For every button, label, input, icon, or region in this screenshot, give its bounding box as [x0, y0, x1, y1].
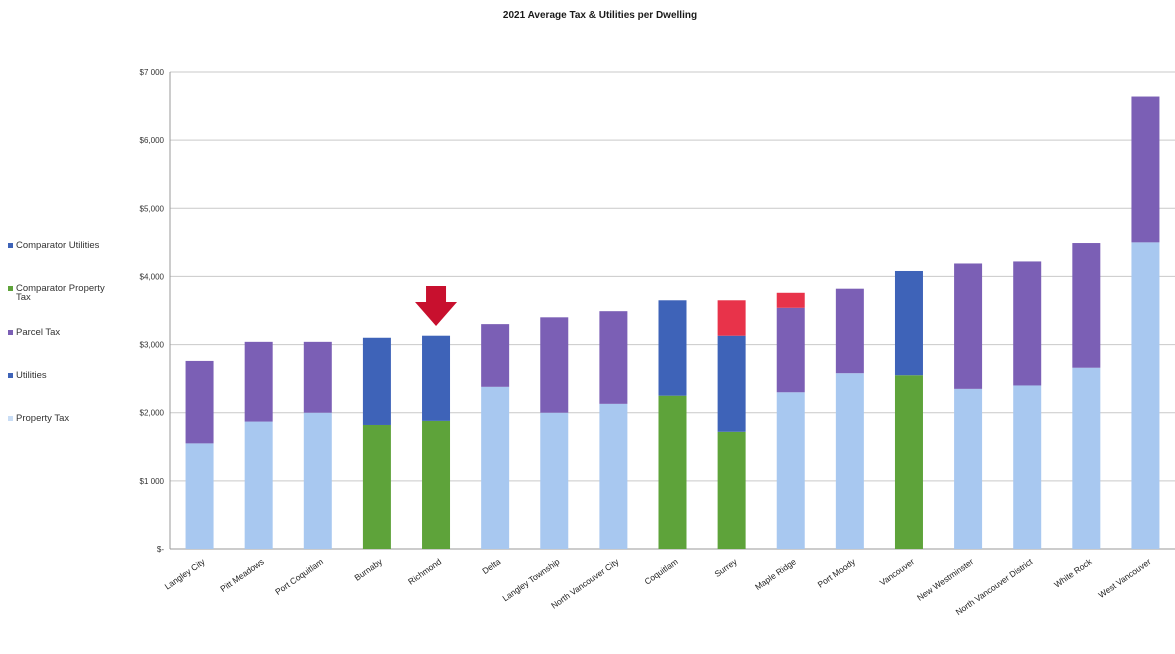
chart-title: 2021 Average Tax & Utilities per Dwellin… [503, 10, 697, 21]
y-tick-label: $2,000 [140, 409, 165, 418]
x-tick-label: Coquitlam [643, 556, 680, 586]
bar-utilities [303, 341, 332, 413]
x-tick-label: Vancouver [878, 556, 917, 587]
y-tick-label: $4,000 [140, 272, 165, 281]
bar-parcel-tax [776, 292, 805, 308]
legend-label: Utilities [16, 370, 47, 381]
bar-property-tax [954, 388, 983, 549]
x-axis: Langley City Pitt Meadows Port Coquitlam Bu… [163, 556, 1153, 617]
legend-swatch [8, 286, 13, 291]
bar-property-tax [776, 392, 805, 549]
bar-utilities [481, 324, 510, 387]
legend: Comparator Utilities Comparator PropertyT… [8, 240, 105, 424]
legend-swatch [8, 330, 13, 335]
bar-property-tax [481, 386, 510, 549]
bar-comparator-property-tax [717, 431, 746, 549]
legend-swatch [8, 243, 13, 248]
bar-comparator-utilities [658, 300, 687, 396]
bar-comparator-property-tax [422, 420, 451, 549]
bar-property-tax [244, 421, 273, 549]
bar-property-tax [1072, 367, 1101, 549]
bar-utilities [540, 317, 569, 413]
bar-comparator-utilities [422, 335, 451, 421]
bar-property-tax [599, 403, 628, 549]
x-tick-label: Langley Township [500, 556, 561, 603]
x-tick-label: Delta [480, 556, 502, 576]
legend-swatch [8, 373, 13, 378]
bar-utilities [185, 360, 214, 444]
y-tick-label: $7 000 [140, 68, 165, 77]
legend-label: Tax [16, 292, 31, 303]
x-tick-label: Langley City [163, 556, 208, 591]
legend-swatch [8, 416, 13, 421]
x-tick-label: Pitt Meadows [218, 556, 266, 593]
bar-comparator-utilities [894, 270, 923, 376]
annotation [415, 286, 458, 326]
x-tick-label: Burnaby [352, 556, 384, 583]
bar-parcel-tax [717, 300, 746, 336]
bar-utilities [599, 311, 628, 404]
x-tick-label: Port Moody [816, 556, 858, 590]
x-tick-label: West Vancouver [1096, 556, 1152, 600]
x-tick-label: Maple Ridge [753, 556, 798, 592]
bar-comparator-property-tax [894, 375, 923, 549]
x-tick-label: Richmond [406, 556, 443, 586]
x-tick-label: White Rock [1052, 556, 1094, 590]
bar-utilities [1072, 243, 1101, 368]
y-axis: $- $1 000 $2,000 $3,000 $4,000 $5,000 $6,000 $7… [140, 68, 171, 554]
bars [185, 96, 1160, 549]
bar-utilities [954, 263, 983, 389]
bar-comparator-property-tax [658, 395, 687, 549]
bar-property-tax [835, 373, 864, 549]
bar-property-tax [540, 412, 569, 549]
y-tick-label: $- [157, 545, 164, 554]
y-tick-label: $3,000 [140, 341, 165, 350]
bar-property-tax [1013, 385, 1042, 549]
x-tick-label: Surrey [713, 556, 740, 579]
bar-utilities [1131, 96, 1160, 243]
bar-utilities [835, 288, 864, 374]
legend-label: Property Tax [16, 413, 69, 424]
bar-property-tax [303, 412, 332, 549]
bar-utilities [244, 341, 273, 422]
bar-property-tax [185, 443, 214, 549]
annotation-arrow [415, 286, 458, 326]
y-tick-label: $1 000 [140, 477, 165, 486]
bar-utilities [776, 307, 805, 393]
legend-label: Comparator Utilities [16, 240, 100, 251]
legend-label: Parcel Tax [16, 327, 60, 338]
y-tick-label: $6,000 [140, 136, 165, 145]
bar-comparator-utilities [717, 335, 746, 432]
legend-label: Comparator Property [16, 283, 105, 294]
bar-utilities [1013, 261, 1042, 386]
x-tick-label: New Westminster [915, 556, 975, 602]
bar-comparator-utilities [362, 337, 391, 425]
bar-property-tax [1131, 242, 1160, 549]
x-tick-label: Port Coquitlam [273, 556, 325, 596]
y-tick-label: $5,000 [140, 204, 165, 213]
bar-comparator-property-tax [362, 424, 391, 549]
